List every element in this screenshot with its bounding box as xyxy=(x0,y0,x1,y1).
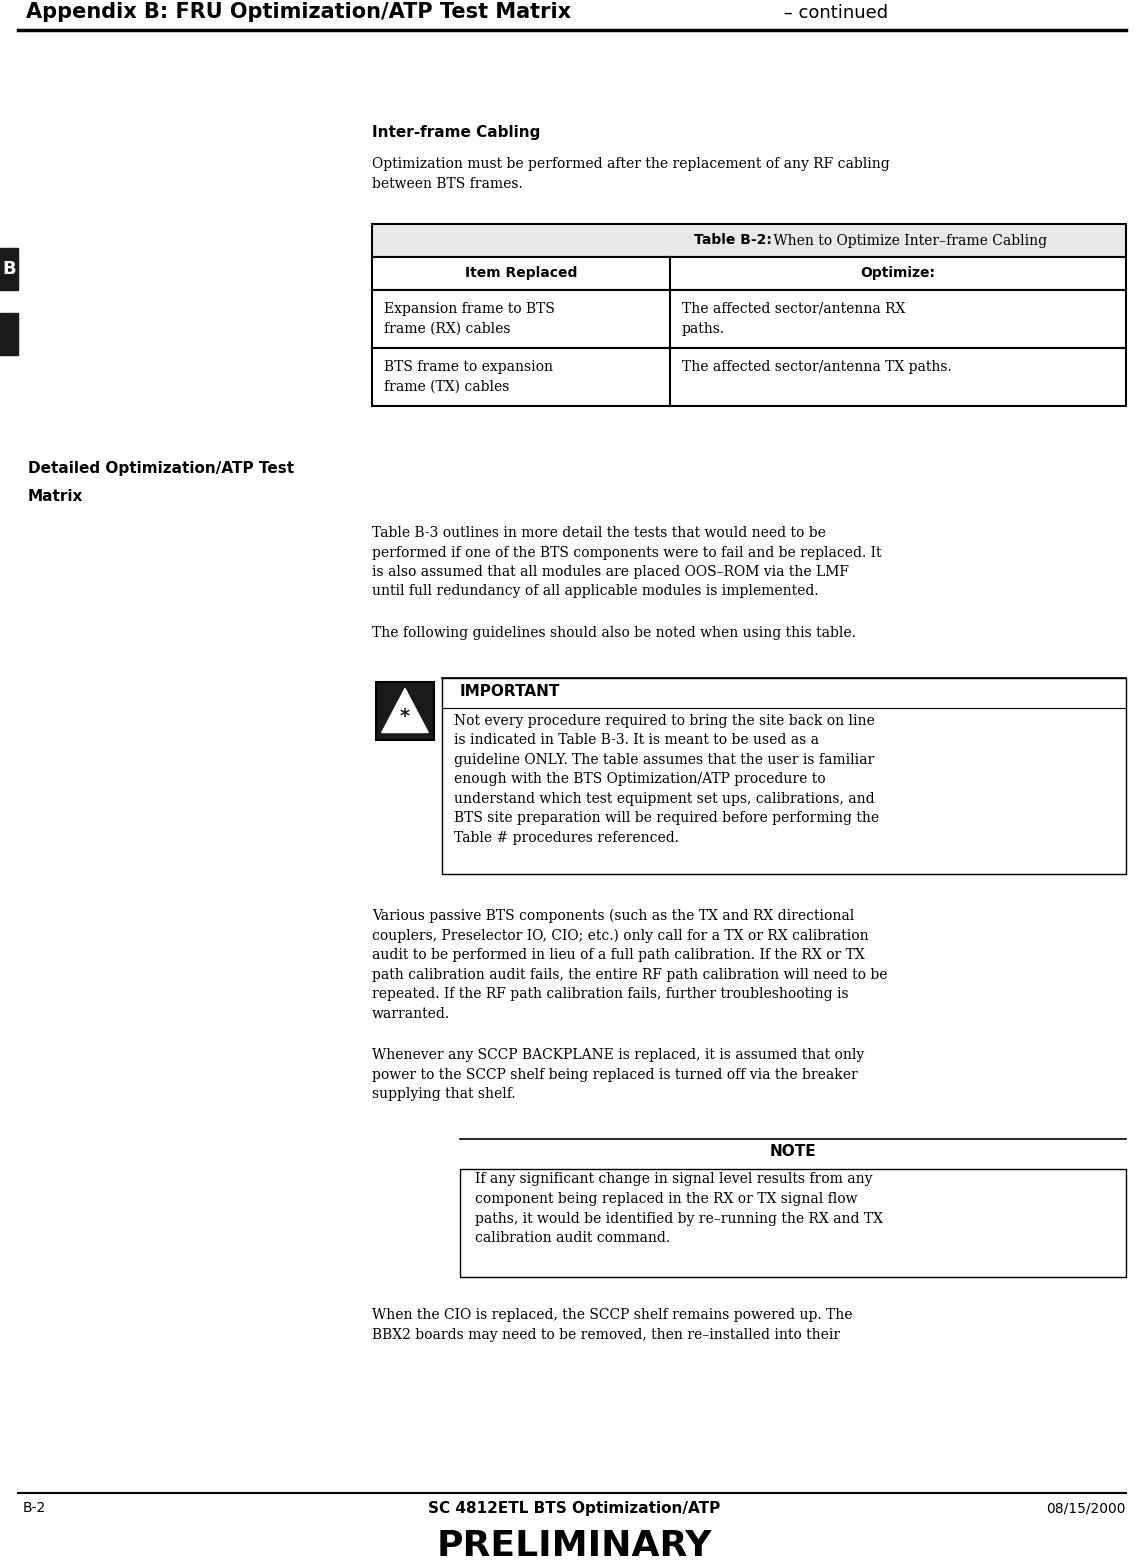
Text: BBX2 boards may need to be removed, then re–installed into their: BBX2 boards may need to be removed, then… xyxy=(372,1329,840,1343)
Text: guideline ONLY. The table assumes that the user is familiar: guideline ONLY. The table assumes that t… xyxy=(453,753,875,767)
Text: When to Optimize Inter–frame Cabling: When to Optimize Inter–frame Cabling xyxy=(769,233,1047,247)
Text: is indicated in Table B-3. It is meant to be used as a: is indicated in Table B-3. It is meant t… xyxy=(453,732,819,747)
Text: Item Replaced: Item Replaced xyxy=(465,266,577,280)
Bar xyxy=(377,681,434,740)
Text: PRELIMINARY: PRELIMINARY xyxy=(436,1529,712,1563)
Text: component being replaced in the RX or TX signal flow: component being replaced in the RX or TX… xyxy=(475,1193,858,1207)
Text: Optimize:: Optimize: xyxy=(860,266,936,280)
Text: between BTS frames.: between BTS frames. xyxy=(372,177,522,191)
Text: audit to be performed in lieu of a full path calibration. If the RX or TX: audit to be performed in lieu of a full … xyxy=(372,948,864,962)
Text: Optimization must be performed after the replacement of any RF cabling: Optimization must be performed after the… xyxy=(372,156,890,171)
Polygon shape xyxy=(382,689,428,732)
Text: The following guidelines should also be noted when using this table.: The following guidelines should also be … xyxy=(372,626,856,640)
Text: understand which test equipment set ups, calibrations, and: understand which test equipment set ups,… xyxy=(453,792,875,806)
Text: Not every procedure required to bring the site back on line: Not every procedure required to bring th… xyxy=(453,714,875,728)
Text: power to the SCCP shelf being replaced is turned off via the breaker: power to the SCCP shelf being replaced i… xyxy=(372,1067,858,1081)
Text: BTS site preparation will be required before performing the: BTS site preparation will be required be… xyxy=(453,811,879,825)
Bar xyxy=(372,257,1126,290)
Text: NOTE: NOTE xyxy=(769,1144,816,1160)
Text: paths, it would be identified by re–running the RX and TX: paths, it would be identified by re–runn… xyxy=(475,1211,883,1225)
Text: path calibration audit fails, the entire RF path calibration will need to be: path calibration audit fails, the entire… xyxy=(372,967,887,981)
Text: *: * xyxy=(400,707,410,726)
Text: repeated. If the RF path calibration fails, further troubleshooting is: repeated. If the RF path calibration fai… xyxy=(372,988,848,1002)
Text: is also assumed that all modules are placed OOS–ROM via the LMF: is also assumed that all modules are pla… xyxy=(372,565,850,579)
Text: Appendix B: FRU Optimization/ATP Test Matrix: Appendix B: FRU Optimization/ATP Test Ma… xyxy=(26,2,571,22)
Bar xyxy=(442,678,1126,873)
Text: The affected sector/antenna RX: The affected sector/antenna RX xyxy=(682,302,906,316)
Text: BTS frame to expansion: BTS frame to expansion xyxy=(383,360,553,374)
Text: couplers, Preselector IO, CIO; etc.) only call for a TX or RX calibration: couplers, Preselector IO, CIO; etc.) onl… xyxy=(372,928,869,942)
Text: Inter-frame Cabling: Inter-frame Cabling xyxy=(372,125,541,139)
Text: B-2: B-2 xyxy=(23,1501,46,1515)
Bar xyxy=(0,313,18,355)
Text: B: B xyxy=(2,260,16,279)
Text: Matrix: Matrix xyxy=(28,488,84,504)
Bar xyxy=(460,1169,1126,1277)
Text: until full redundancy of all applicable modules is implemented.: until full redundancy of all applicable … xyxy=(372,584,819,598)
Text: – continued: – continued xyxy=(778,5,889,22)
Bar xyxy=(372,290,1126,347)
Bar xyxy=(372,224,1126,257)
Text: supplying that shelf.: supplying that shelf. xyxy=(372,1088,515,1102)
Text: IMPORTANT: IMPORTANT xyxy=(460,684,560,698)
Text: Table B-3 outlines in more detail the tests that would need to be: Table B-3 outlines in more detail the te… xyxy=(372,526,825,540)
Text: paths.: paths. xyxy=(682,321,724,335)
Text: 08/15/2000: 08/15/2000 xyxy=(1047,1501,1126,1515)
Text: enough with the BTS Optimization/ATP procedure to: enough with the BTS Optimization/ATP pro… xyxy=(453,772,825,786)
Bar xyxy=(0,247,18,290)
Text: frame (RX) cables: frame (RX) cables xyxy=(383,321,511,335)
Text: warranted.: warranted. xyxy=(372,1006,450,1020)
Bar xyxy=(372,347,1126,405)
Text: Various passive BTS components (such as the TX and RX directional: Various passive BTS components (such as … xyxy=(372,909,854,923)
Text: Table # procedures referenced.: Table # procedures referenced. xyxy=(453,831,678,845)
Text: The affected sector/antenna TX paths.: The affected sector/antenna TX paths. xyxy=(682,360,952,374)
Text: When the CIO is replaced, the SCCP shelf remains powered up. The: When the CIO is replaced, the SCCP shelf… xyxy=(372,1308,853,1322)
Text: performed if one of the BTS components were to fail and be replaced. It: performed if one of the BTS components w… xyxy=(372,546,882,560)
Text: Detailed Optimization/ATP Test: Detailed Optimization/ATP Test xyxy=(28,462,294,476)
Text: Whenever any SCCP BACKPLANE is replaced, it is assumed that only: Whenever any SCCP BACKPLANE is replaced,… xyxy=(372,1049,864,1063)
Text: Expansion frame to BTS: Expansion frame to BTS xyxy=(383,302,554,316)
Text: SC 4812ETL BTS Optimization/ATP: SC 4812ETL BTS Optimization/ATP xyxy=(428,1501,720,1516)
Text: If any significant change in signal level results from any: If any significant change in signal leve… xyxy=(475,1172,872,1186)
Text: Table B-2:: Table B-2: xyxy=(695,233,771,247)
Text: calibration audit command.: calibration audit command. xyxy=(475,1232,670,1246)
Text: frame (TX) cables: frame (TX) cables xyxy=(383,379,510,393)
